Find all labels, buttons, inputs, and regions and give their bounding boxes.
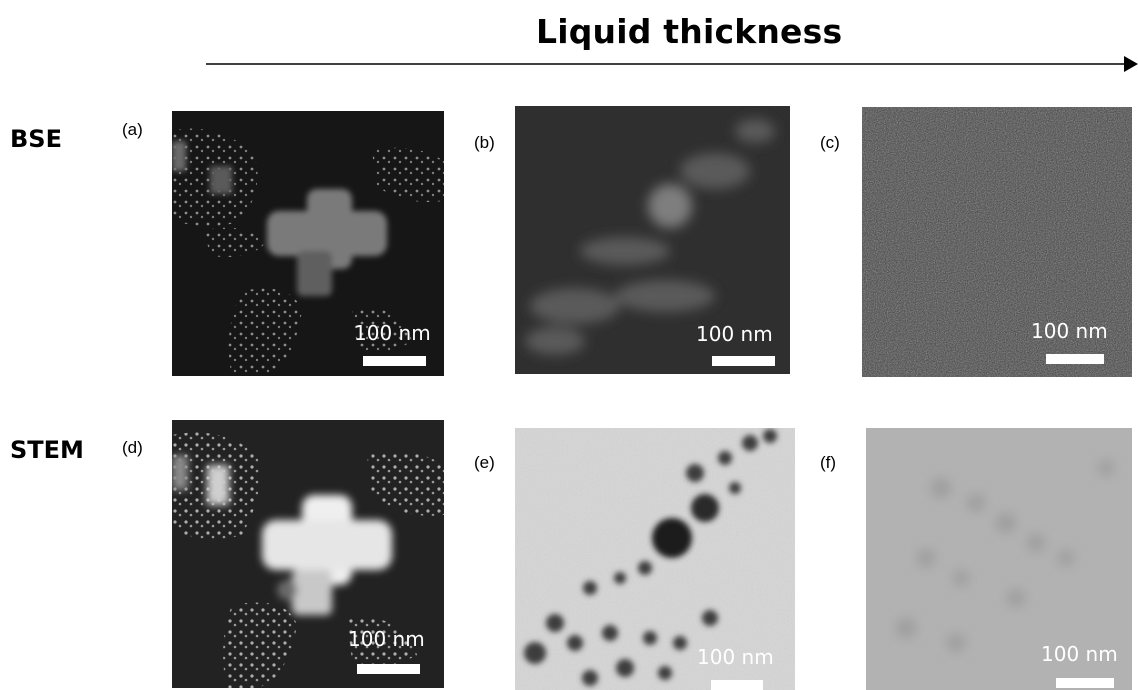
scale-text-f: 100 nm <box>1041 642 1118 666</box>
scale-bar-a <box>363 356 426 366</box>
panel-label-b: (b) <box>474 133 495 152</box>
scale-bar-f <box>1056 678 1114 688</box>
scale-text-b: 100 nm <box>696 322 773 346</box>
micrograph-e: 100 nm <box>515 428 795 690</box>
micrograph-f: 100 nm <box>866 428 1132 690</box>
scale-text-e: 100 nm <box>697 645 774 669</box>
thickness-arrow <box>206 56 1138 72</box>
scale-text-a: 100 nm <box>354 321 431 345</box>
scale-bar-c <box>1046 354 1104 364</box>
micrograph-a: 100 nm <box>172 111 444 376</box>
micrograph-b: 100 nm <box>515 106 790 374</box>
panel-label-d: (d) <box>122 438 143 457</box>
panel-label-e: (e) <box>474 453 495 472</box>
scale-bar-b <box>712 356 775 366</box>
scale-bar-e <box>711 680 763 690</box>
row-label-bse: BSE <box>10 125 62 153</box>
row-label-stem: STEM <box>10 436 84 464</box>
figure-title: Liquid thickness <box>536 12 843 51</box>
panel-label-c: (c) <box>820 133 840 152</box>
micrograph-c: 100 nm <box>862 107 1132 377</box>
scale-bar-d <box>357 664 420 674</box>
panel-label-f: (f) <box>820 453 837 472</box>
scale-text-d: 100 nm <box>348 627 425 651</box>
panel-label-a: (a) <box>122 120 143 139</box>
micrograph-d: 100 nm <box>172 420 444 688</box>
scale-text-c: 100 nm <box>1031 319 1108 343</box>
